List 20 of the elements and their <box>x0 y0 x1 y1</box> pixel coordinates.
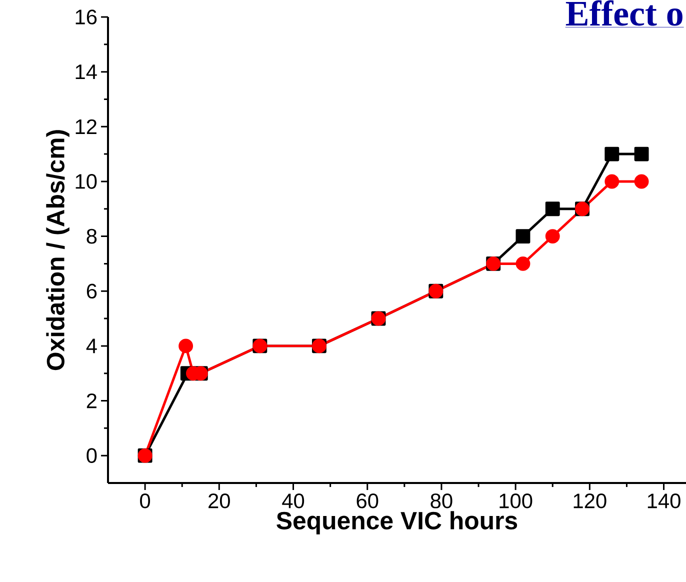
y-tick-label: 14 <box>76 64 97 80</box>
x-tick-label: 100 <box>500 493 532 508</box>
y-tick-label: 10 <box>76 174 97 189</box>
y-tick-label: 12 <box>76 119 96 134</box>
y-tick-label: 8 <box>86 228 97 244</box>
y-tick-label: 2 <box>86 393 96 408</box>
chart-title: Effect o <box>566 0 682 26</box>
x-tick-label: 140 <box>648 493 680 508</box>
x-tick-label: 0 <box>140 493 150 508</box>
x-tick-label: 40 <box>282 493 304 508</box>
y-tick-label: 6 <box>86 284 97 299</box>
y-tick-label: 4 <box>86 338 97 354</box>
y-tick-label: 16 <box>76 10 97 24</box>
y-tick-label: 0 <box>86 448 97 463</box>
x-tick-label: 80 <box>430 493 452 508</box>
x-tick-label: 20 <box>208 493 230 508</box>
y-axis-title: Oxidation / (Abs/cm) <box>46 130 70 370</box>
x-tick-label: 60 <box>356 493 378 508</box>
x-tick-label: 120 <box>574 493 606 508</box>
x-axis-title: Sequence VIC hours <box>276 511 518 534</box>
